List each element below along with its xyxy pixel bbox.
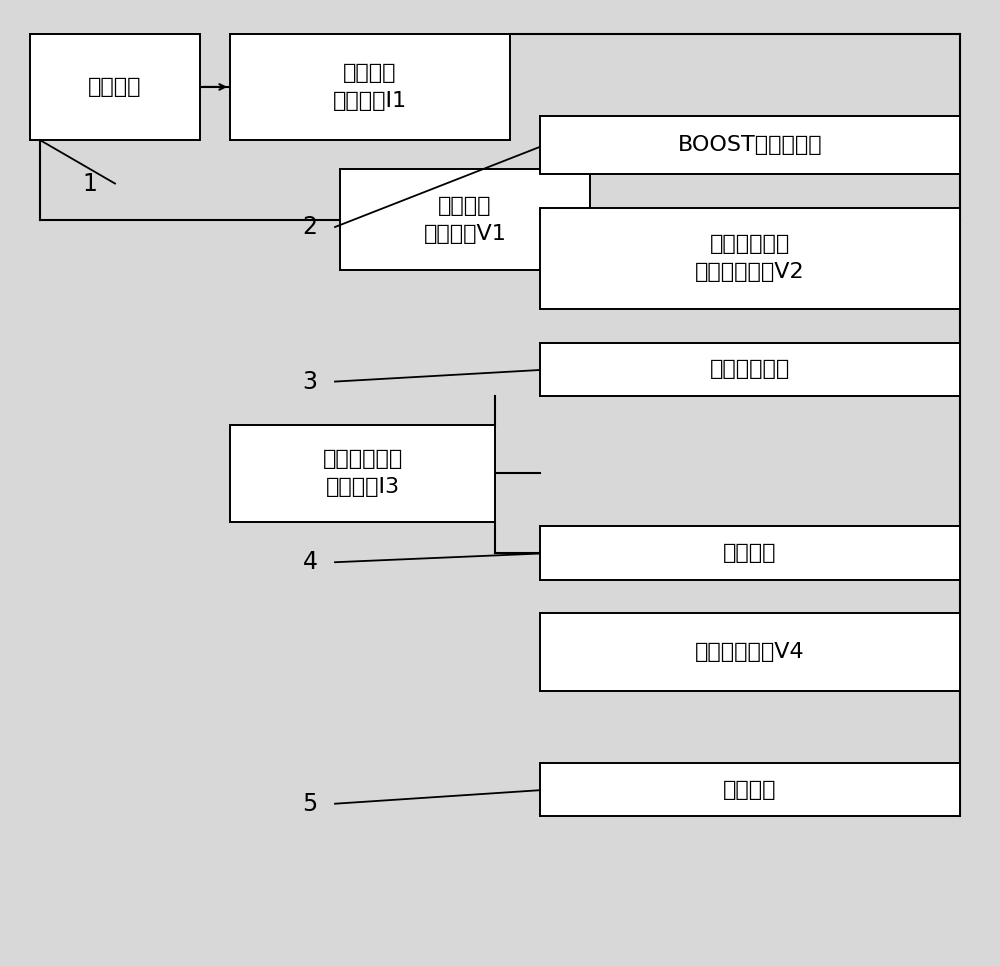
Bar: [230, 34, 510, 140]
Bar: [340, 169, 590, 270]
Text: 1: 1: [83, 172, 97, 195]
Text: 5: 5: [302, 792, 318, 815]
Text: 光伏阵列
输出电压V1: 光伏阵列 输出电压V1: [424, 196, 506, 243]
Bar: [230, 425, 495, 522]
Text: 单相逆变电路
输入直流电压V2: 单相逆变电路 输入直流电压V2: [695, 235, 805, 282]
Text: 光伏阵列
输出电流I1: 光伏阵列 输出电流I1: [333, 63, 407, 111]
Bar: [540, 343, 960, 396]
Bar: [540, 613, 960, 691]
Bar: [30, 34, 200, 140]
Text: 单相逆变电路
输出电流I3: 单相逆变电路 输出电流I3: [322, 449, 403, 497]
Bar: [540, 208, 960, 309]
Text: 2: 2: [302, 215, 318, 239]
Text: 滤波电路: 滤波电路: [723, 543, 777, 563]
Text: 公共电网: 公共电网: [723, 780, 777, 800]
Text: BOOST升压变换器: BOOST升压变换器: [678, 135, 822, 155]
Bar: [540, 526, 960, 580]
Text: 4: 4: [302, 551, 318, 574]
Bar: [540, 763, 960, 816]
Text: 公共电网电压V4: 公共电网电压V4: [695, 642, 805, 662]
Text: 单相逆变电路: 单相逆变电路: [710, 359, 790, 380]
Bar: [540, 116, 960, 174]
Text: 3: 3: [302, 370, 318, 393]
Text: 光伏阵列: 光伏阵列: [88, 77, 142, 97]
